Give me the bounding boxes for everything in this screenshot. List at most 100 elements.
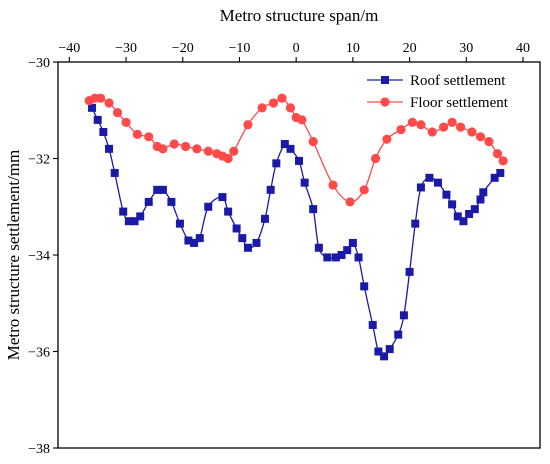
roof-point xyxy=(496,168,505,177)
floor-point xyxy=(427,127,437,137)
roof-point xyxy=(309,205,318,214)
floor-point xyxy=(112,108,123,118)
roof-point xyxy=(204,202,213,211)
floor-point xyxy=(484,137,494,147)
floor-point xyxy=(407,117,418,127)
roof-point xyxy=(490,173,499,182)
x-tick-label: −40 xyxy=(58,41,80,56)
y-tick-label: −36 xyxy=(28,346,50,361)
floor-point xyxy=(285,103,296,113)
roof-point xyxy=(476,195,485,204)
roof-point xyxy=(479,188,488,197)
floor-point xyxy=(243,120,253,130)
floor-point xyxy=(297,115,307,125)
floor-point xyxy=(456,122,466,132)
roof-point xyxy=(331,253,340,262)
roof-point xyxy=(175,219,184,228)
y-axis-title: Metro structure settlement/mm xyxy=(4,150,23,361)
roof-point xyxy=(124,217,133,226)
floor-point xyxy=(277,93,287,103)
roof-point xyxy=(380,352,389,361)
roof-point xyxy=(453,212,462,221)
roof-point xyxy=(190,238,199,247)
floor-point xyxy=(229,146,239,156)
roof-point xyxy=(433,178,442,187)
series-layer xyxy=(84,93,508,361)
floor-point xyxy=(447,117,457,127)
y-tick-label: −32 xyxy=(28,153,50,168)
floor-point xyxy=(467,127,477,137)
x-tick-label: −10 xyxy=(229,41,251,56)
roof-point xyxy=(184,236,193,245)
roof-point xyxy=(266,185,275,194)
roof-point xyxy=(252,238,261,247)
x-tick-label: 0 xyxy=(293,41,300,56)
roof-point xyxy=(105,144,114,153)
roof-point xyxy=(368,320,377,329)
floor-point xyxy=(169,139,179,149)
roof-point xyxy=(425,173,434,182)
roof-point xyxy=(119,207,128,216)
x-tick-label: −30 xyxy=(115,41,137,56)
roof-point xyxy=(416,183,425,192)
floor-point xyxy=(132,129,142,139)
roof-point xyxy=(295,156,303,165)
floor-point xyxy=(498,156,508,166)
roof-point xyxy=(243,243,252,252)
roof-point xyxy=(459,217,468,226)
roof-point xyxy=(195,234,204,243)
floor-point xyxy=(328,180,338,190)
roof-point xyxy=(442,190,451,199)
floor-point xyxy=(95,93,106,103)
roof-point xyxy=(272,159,281,168)
roof-point xyxy=(99,127,108,136)
roof-point xyxy=(144,197,153,206)
roof-point xyxy=(354,253,363,262)
roof-point xyxy=(394,330,403,339)
floor-point xyxy=(144,132,154,142)
legend-floor-label: Floor settlement xyxy=(410,95,509,111)
floor-point xyxy=(268,98,279,108)
floor-point xyxy=(475,132,486,142)
roof-point xyxy=(238,234,247,243)
roof-point xyxy=(465,209,474,218)
x-tick-label: −20 xyxy=(172,41,194,56)
x-tick-label: 20 xyxy=(403,41,417,56)
floor-point xyxy=(308,137,318,147)
roof-point xyxy=(130,217,139,226)
axis-ticks xyxy=(53,57,524,449)
roof-point xyxy=(232,224,241,233)
roof-point xyxy=(360,282,369,291)
roof-point xyxy=(158,185,167,194)
roof-point xyxy=(323,253,332,262)
roof-point xyxy=(300,178,309,187)
roof-point xyxy=(93,115,102,124)
roof-point xyxy=(218,193,227,202)
roof-point xyxy=(314,243,323,252)
legend-roof-marker xyxy=(381,76,389,84)
roof-point xyxy=(337,251,346,259)
roof-point xyxy=(286,144,295,153)
roof-point xyxy=(224,207,233,216)
floor-point xyxy=(180,141,191,152)
floor-point xyxy=(396,124,406,135)
floor-point xyxy=(192,144,202,154)
x-tick-label: 30 xyxy=(459,41,473,56)
series-roof xyxy=(88,103,505,361)
floor-point xyxy=(416,120,426,130)
roof-point xyxy=(167,197,176,206)
y-tick-label: −38 xyxy=(28,442,50,457)
series-floor xyxy=(84,93,508,207)
floor-point xyxy=(345,197,355,207)
floor-point xyxy=(359,185,369,195)
floor-point xyxy=(439,122,449,132)
x-tick-label: 40 xyxy=(516,41,530,56)
roof-point xyxy=(470,205,479,214)
floor-point xyxy=(492,149,503,159)
legend-floor-marker xyxy=(380,97,390,107)
floor-point xyxy=(158,144,168,154)
roof-point xyxy=(411,219,420,228)
roof-point xyxy=(110,168,119,177)
legend-roof-label: Roof settlement xyxy=(410,73,506,89)
